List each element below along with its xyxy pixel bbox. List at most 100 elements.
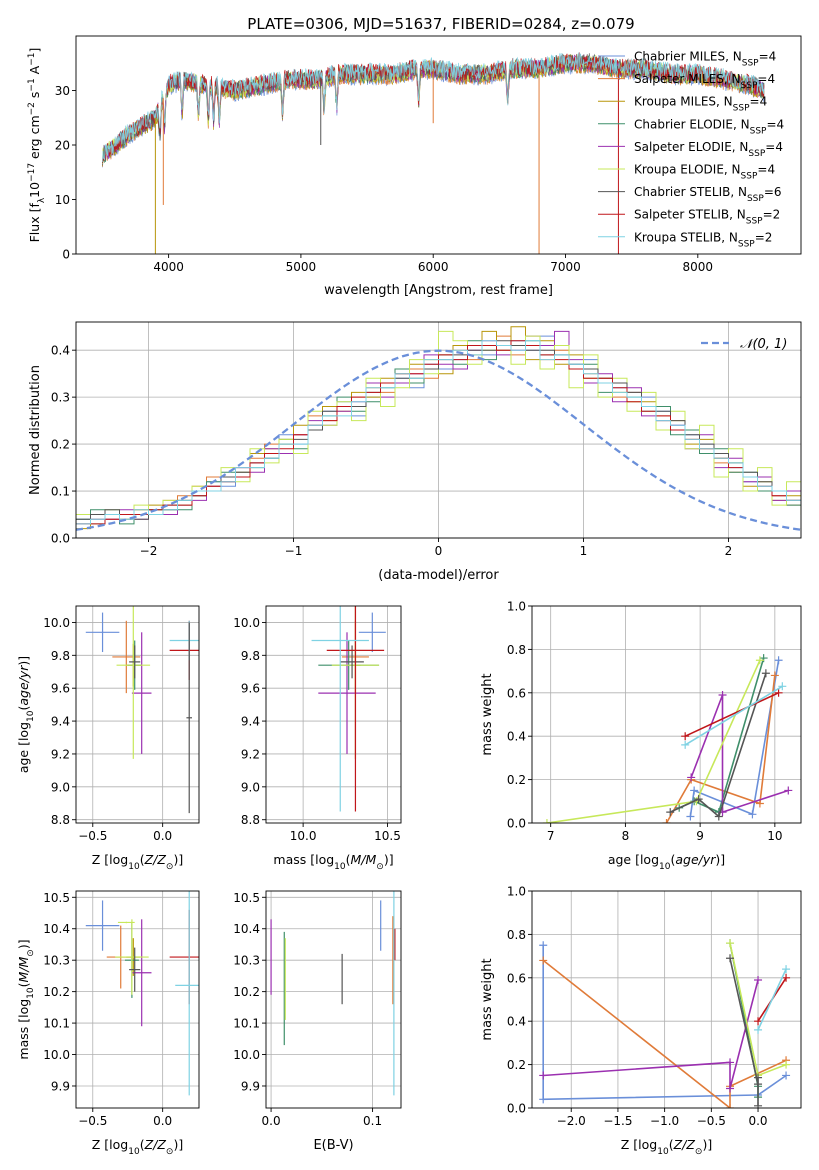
label-part: ( (669, 1137, 674, 1152)
y-tick-label: 0.2 (507, 1058, 526, 1072)
label-part: Z/Z (144, 1137, 167, 1152)
data-point (101, 924, 104, 927)
legend-tail: =2 (755, 230, 773, 244)
weight-marker (726, 939, 735, 948)
weight-marker (759, 654, 768, 663)
x-tick-label: 9 (696, 829, 704, 843)
y-tick-label: 9.8 (51, 649, 70, 663)
legend-entry: Chabrier ELODIE, NSSP=4 (634, 117, 784, 136)
y-tick-label: 0.0 (507, 1102, 526, 1116)
legend-sub: SSP (742, 59, 759, 69)
y-tick-label: 0.8 (507, 643, 526, 657)
weight-marker (686, 812, 695, 821)
legend-sub: SSP (741, 172, 758, 182)
weight-marker (761, 669, 770, 678)
weight-line (690, 694, 789, 814)
weight-marker (726, 1084, 735, 1093)
x-axis-label: Z [log10(Z/Z⊙)] (621, 1137, 712, 1157)
y-tick-label: 10.0 (43, 616, 70, 630)
y-tick-label: 1.0 (507, 885, 526, 899)
y-axis-label: mass [log10(M/M⊙)] (16, 939, 36, 1059)
legend-label: Chabrier MILES, N (634, 50, 742, 64)
weight-marker (726, 1058, 735, 1067)
histogram-series (76, 335, 801, 538)
data-point (354, 649, 357, 652)
label-part: s (27, 92, 42, 103)
y-tick-label: 9.6 (241, 682, 260, 696)
weight-marker (690, 786, 699, 795)
data-point (131, 956, 133, 958)
weight-line (757, 968, 787, 1031)
label-part: 10 (27, 182, 42, 198)
plot-area (85, 606, 199, 814)
weight-line (689, 660, 780, 817)
panel-mass_vs_ebv: 0.0 0.1 9.9 10.0 10.1 10.2 10.3 10.4 10.5 E(B-V) (233, 890, 402, 1153)
weight-line (542, 945, 787, 1101)
x-tick-label: 0.0 (748, 1114, 767, 1128)
data-point (133, 661, 136, 663)
weight-marker (748, 810, 757, 819)
label-part: Flux [f (27, 203, 42, 243)
legend-sub: SSP (733, 104, 750, 114)
label-part: ( (670, 852, 675, 867)
x-tick-label: 4000 (153, 260, 184, 274)
label-part: )] (384, 852, 394, 867)
y-tick-label: 0.6 (507, 686, 526, 700)
panel-spectrum: 4000 5000 6000 7000 8000 0 10 20 30 wavelength [A… (27, 35, 802, 298)
y-tick-label: 9.6 (51, 682, 70, 696)
page-title: PLATE=0306, MJD=51637, FIBERID=0284, z=0… (247, 15, 634, 33)
label-part: )] (173, 852, 183, 867)
weight-line (543, 979, 759, 1089)
data-point (188, 984, 191, 987)
data-point (351, 661, 353, 663)
axes-frame (531, 890, 802, 1109)
panel-age_vs_z: −0.5 0.08.89.09.29.49.69.810.0Z [log10(Z/… (16, 605, 200, 872)
data-point (188, 716, 191, 719)
weight-line (684, 685, 783, 746)
legend-tail: =4 (757, 163, 775, 177)
weight-marker (754, 1017, 763, 1026)
legend-tail: =6 (764, 185, 782, 199)
label-part: ( (140, 1137, 145, 1152)
legend-tail: =4 (766, 117, 784, 131)
y-tick-label: 9.0 (51, 780, 70, 794)
legend-label: Chabrier STELIB, N (634, 185, 747, 199)
y-tick-label: 9.4 (51, 715, 70, 729)
plot-area (539, 939, 791, 1108)
weight-marker (754, 1073, 763, 1082)
x-tick-label: 0 (435, 544, 443, 558)
y-tick-label: 9.2 (51, 747, 70, 761)
x-axis-label: Z [log10(Z/Z⊙)] (92, 852, 183, 872)
legend-tail: =4 (765, 140, 783, 154)
y-tick-label: 0.4 (507, 1015, 526, 1029)
weight-marker (694, 795, 703, 804)
weight-marker (718, 690, 727, 699)
data-point (133, 968, 136, 971)
y-tick-label: 0.1 (51, 485, 70, 499)
y-tick-label: 0.3 (51, 391, 70, 405)
y-tick-label: 10.0 (43, 1048, 70, 1062)
plot-area (102, 52, 765, 254)
label-part: 10 (657, 1147, 669, 1157)
label-part: 10 (128, 1147, 140, 1157)
legend-entry: Kroupa MILES, NSSP=4 (634, 95, 767, 114)
y-axis-label: Normed distribution (28, 365, 43, 495)
y-tick-label: 0.4 (507, 730, 526, 744)
histogram-series (76, 330, 801, 538)
label-part: 10 (128, 862, 140, 872)
legend-tail: =4 (759, 50, 777, 64)
y-tick-label: 9.0 (241, 780, 260, 794)
data-point (371, 631, 374, 634)
y-tick-label: 0.2 (51, 438, 70, 452)
label-part: ⊙ (26, 949, 36, 957)
x-tick-label: 8 (622, 829, 630, 843)
weight-marker (782, 965, 791, 974)
weight-marker (662, 819, 671, 823)
label-part: −1 (27, 78, 37, 91)
legend-label: Kroupa STELIB, N (634, 230, 738, 244)
weight-marker (754, 1101, 763, 1108)
y-tick-label: 9.8 (241, 649, 260, 663)
weight-line (729, 958, 759, 1106)
label-part: Z [log (92, 1137, 128, 1152)
